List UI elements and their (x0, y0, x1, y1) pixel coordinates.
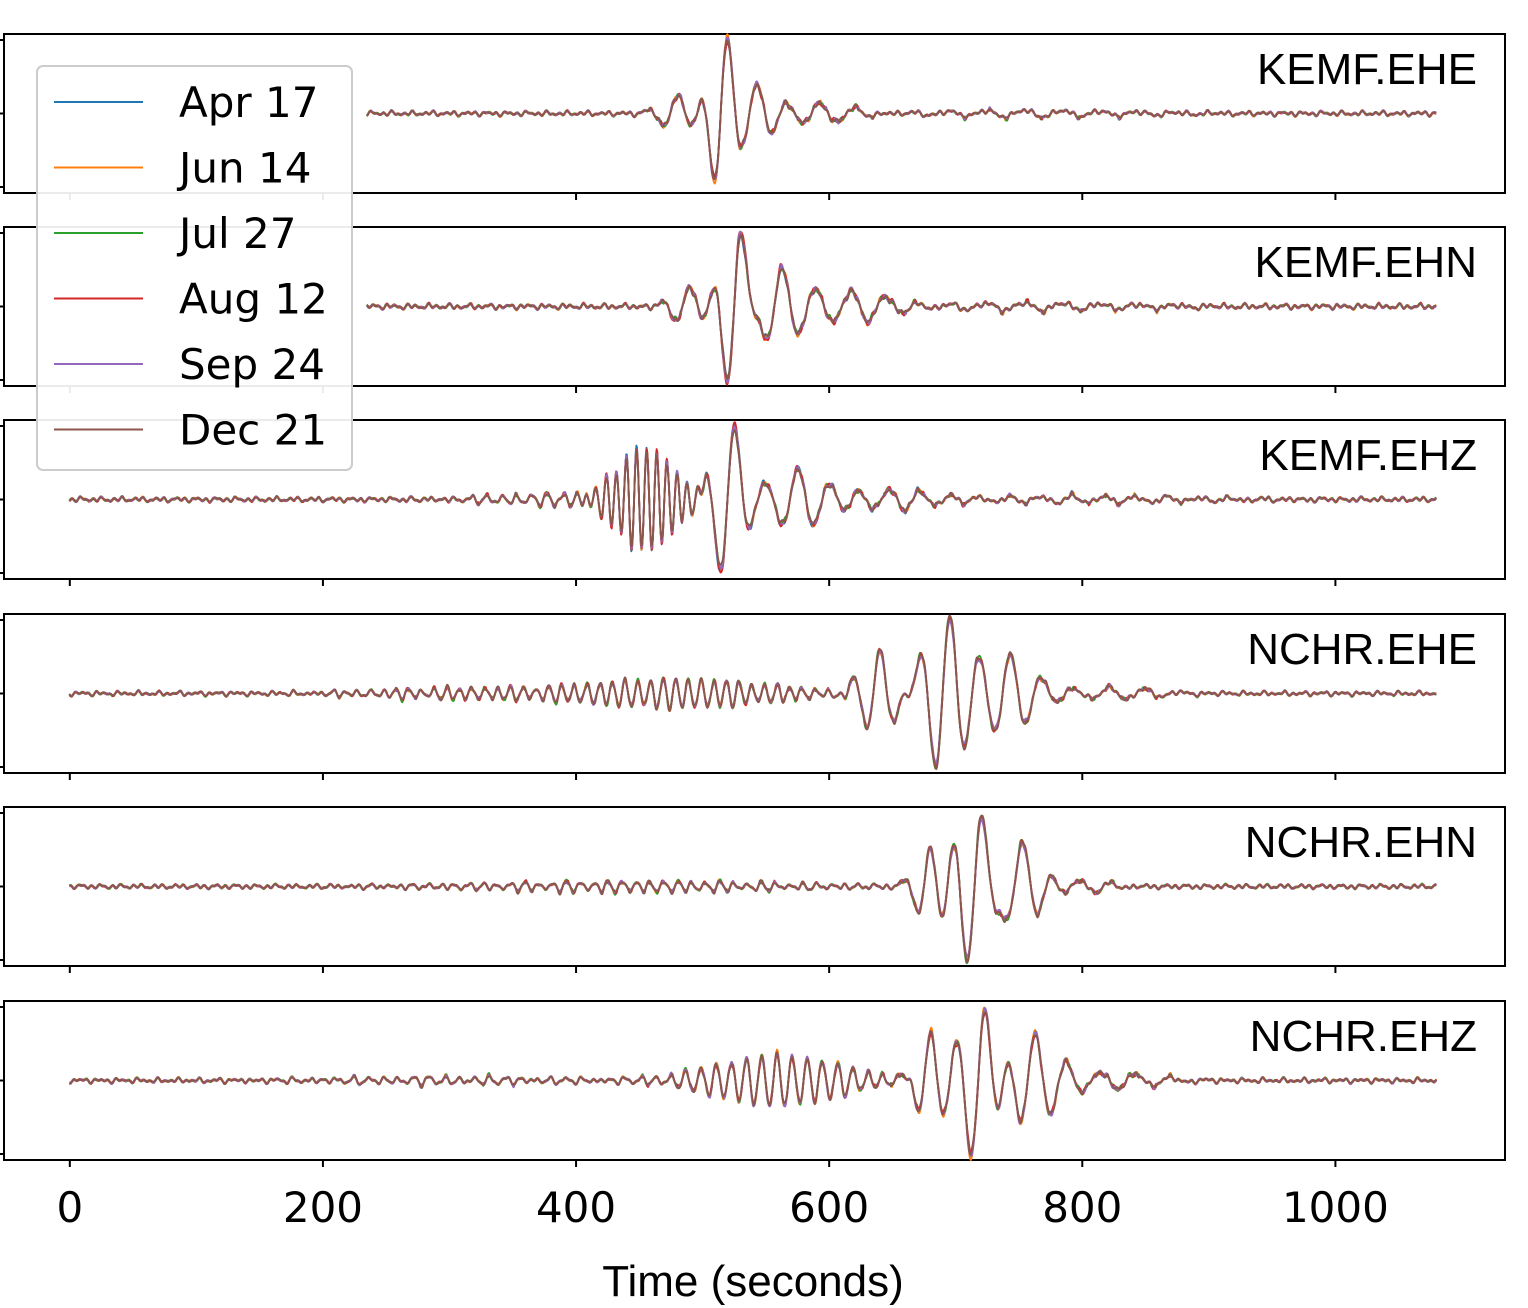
station-label: KEMF.EHZ (1259, 431, 1477, 480)
x-tick-label: 800 (1042, 1183, 1122, 1232)
station-label: KEMF.EHN (1255, 238, 1477, 287)
trace-dec-21 (366, 39, 1437, 181)
legend-entry: Sep 24 (54, 340, 325, 389)
legend-label: Apr 17 (179, 78, 318, 127)
legend-label: Aug 12 (179, 275, 328, 324)
station-label: NCHR.EHN (1245, 818, 1477, 867)
x-tick-label: 1000 (1282, 1183, 1389, 1232)
legend-entry: Jul 27 (54, 209, 296, 258)
station-label: NCHR.EHE (1247, 625, 1477, 674)
trace-dec-21 (69, 814, 1437, 964)
x-axis: 0 200 400 600 800 1000 Time (seconds) (56, 1183, 1388, 1306)
trace-dec-21 (69, 1011, 1437, 1156)
trace-apr-17 (69, 1012, 1437, 1154)
x-tick-label: 600 (789, 1183, 869, 1232)
x-tick-label: 200 (283, 1183, 363, 1232)
panel-nchr-ehz: NCHR.EHZ (0, 1000, 1506, 1167)
panel-nchr-ehn: NCHR.EHN (0, 806, 1506, 973)
trace-aug-12 (69, 1012, 1438, 1154)
legend: Apr 17 Jun 14 Jul 27 Aug 12 Sep 24 Dec 21 (36, 65, 353, 471)
legend-label: Dec 21 (179, 406, 327, 455)
panel-kemf-ehe: KEMF.EHE (0, 33, 1506, 200)
legend-label: Sep 24 (179, 340, 325, 389)
trace-sep-24 (69, 1007, 1438, 1157)
trace-dec-21 (366, 234, 1437, 380)
panel-kemf-ehn: KEMF.EHN (0, 226, 1506, 393)
trace-dec-21 (68, 614, 1437, 770)
legend-entry: Jun 14 (54, 144, 311, 193)
x-tick-label: 400 (536, 1183, 616, 1232)
legend-entry: Aug 12 (54, 275, 328, 324)
station-label: KEMF.EHE (1257, 45, 1477, 94)
panel-kemf-ehz: KEMF.EHZ (0, 419, 1506, 586)
legend-entry: Dec 21 (54, 406, 327, 455)
legend-label: Jun 14 (176, 144, 311, 193)
panels: KEMF.EHE KEMF.EHN KEMF.EHZ NCHR.EHE NCHR.EHN… (0, 33, 1506, 1167)
panel-nchr-ehe: NCHR.EHE (0, 613, 1506, 780)
trace-jun-14 (69, 1006, 1438, 1161)
station-label: NCHR.EHZ (1250, 1012, 1477, 1061)
legend-entry: Apr 17 (54, 78, 318, 127)
x-tick-label: 0 (56, 1183, 83, 1232)
x-axis-title: Time (seconds) (602, 1257, 904, 1306)
trace-dec-21 (68, 429, 1437, 566)
legend-label: Jul 27 (176, 209, 296, 258)
